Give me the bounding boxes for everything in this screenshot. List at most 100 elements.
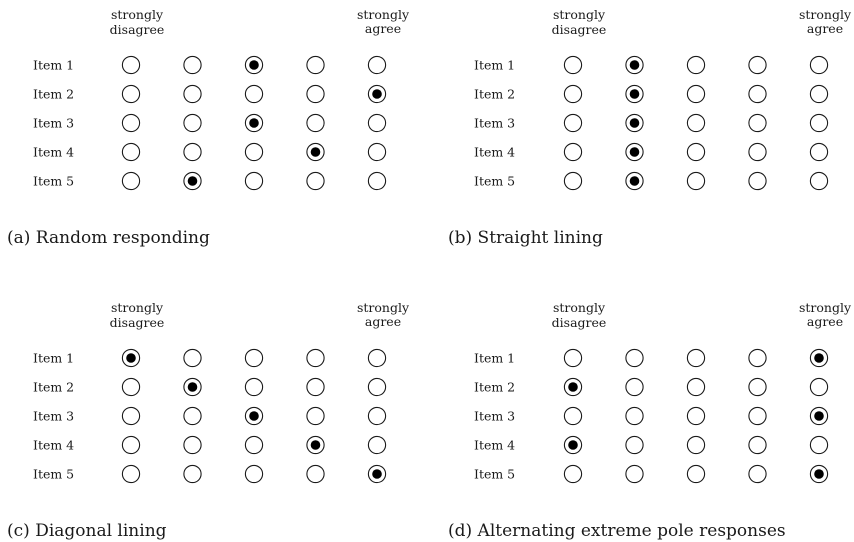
radio-button — [306, 113, 325, 133]
radio-ring — [563, 142, 583, 162]
radio-button — [306, 406, 325, 426]
radio-dot — [814, 469, 824, 479]
radio-ring — [183, 84, 202, 104]
radio-ring — [686, 406, 706, 426]
radio-button — [306, 84, 325, 104]
panel-b: strongly disagree strongly agree Item 1 Item … — [448, 7, 852, 248]
panel-caption: (b) Straight lining — [448, 228, 603, 248]
radio-button — [183, 464, 202, 484]
radio-button-selected — [809, 464, 829, 484]
radio-ring — [306, 406, 325, 426]
radio-button — [563, 171, 583, 191]
radio-button — [244, 464, 264, 484]
radio-button-selected — [809, 348, 829, 368]
radio-ring — [563, 348, 583, 368]
panel-caption: (a) Random responding — [7, 228, 210, 248]
radio-button — [183, 348, 202, 368]
radio-button — [183, 55, 202, 75]
radio-button — [183, 406, 202, 426]
radio-button — [686, 142, 706, 162]
item-label: Item 2 — [474, 380, 515, 395]
item-label: Item 5 — [474, 174, 515, 189]
radio-button — [367, 348, 387, 368]
radio-ring — [244, 464, 264, 484]
radio-button — [306, 55, 325, 75]
radio-dot — [568, 382, 578, 392]
item-label: Item 3 — [33, 409, 74, 424]
radio-ring — [809, 435, 829, 455]
radio-dot — [372, 89, 382, 99]
radio-ring — [306, 84, 325, 104]
radio-button — [748, 142, 767, 162]
radio-button — [563, 55, 583, 75]
radio-button — [563, 113, 583, 133]
radio-ring — [367, 113, 387, 133]
item-row: Item 1 — [33, 348, 387, 368]
radio-ring — [809, 55, 829, 75]
panel-c: strongly disagree strongly agree Item 1 Item … — [7, 300, 410, 541]
radio-ring — [625, 377, 644, 397]
radio-ring — [244, 171, 264, 191]
radio-ring — [244, 348, 264, 368]
radio-button — [121, 55, 141, 75]
radio-button — [244, 348, 264, 368]
radio-ring — [748, 377, 767, 397]
radio-button — [121, 435, 141, 455]
radio-button-selected — [563, 377, 583, 397]
radio-ring — [244, 142, 264, 162]
radio-button-selected — [625, 171, 644, 191]
scale-label-left: strongly disagree — [552, 300, 607, 330]
item-row: Item 4 — [33, 435, 387, 455]
radio-ring — [306, 464, 325, 484]
radio-ring — [686, 435, 706, 455]
radio-button-selected — [625, 55, 644, 75]
radio-ring — [121, 55, 141, 75]
radio-ring — [121, 464, 141, 484]
item-row: Item 2 — [474, 84, 829, 104]
radio-button-selected — [367, 84, 387, 104]
item-row: Item 2 — [474, 377, 829, 397]
radio-button-selected — [625, 142, 644, 162]
radio-dot — [629, 60, 640, 70]
radio-ring — [183, 348, 202, 368]
radio-ring — [244, 377, 264, 397]
radio-dot — [629, 118, 640, 128]
radio-dot — [568, 440, 578, 450]
radio-button — [625, 377, 644, 397]
radio-ring — [563, 464, 583, 484]
radio-button — [121, 406, 141, 426]
radio-ring — [563, 113, 583, 133]
radio-ring — [183, 113, 202, 133]
item-label: Item 4 — [474, 145, 515, 160]
radio-ring — [306, 377, 325, 397]
radio-button — [748, 464, 767, 484]
radio-button-selected — [809, 406, 829, 426]
radio-button — [121, 84, 141, 104]
radio-button — [367, 142, 387, 162]
radio-button — [563, 142, 583, 162]
radio-button — [686, 84, 706, 104]
radio-button — [367, 377, 387, 397]
radio-dot — [629, 147, 640, 157]
radio-button — [748, 113, 767, 133]
radio-button — [563, 464, 583, 484]
radio-button — [748, 348, 767, 368]
radio-button — [121, 142, 141, 162]
radio-button — [748, 55, 767, 75]
radio-dot — [814, 353, 824, 363]
item-row: Item 4 — [474, 142, 829, 162]
radio-ring — [244, 435, 264, 455]
radio-ring — [809, 377, 829, 397]
radio-button — [686, 113, 706, 133]
radio-button — [748, 406, 767, 426]
radio-button — [686, 435, 706, 455]
radio-ring — [686, 348, 706, 368]
radio-button — [625, 406, 644, 426]
radio-button-selected — [625, 84, 644, 104]
radio-ring — [183, 435, 202, 455]
item-row: Item 4 — [474, 435, 829, 455]
radio-button — [244, 171, 264, 191]
radio-ring — [563, 171, 583, 191]
item-row: Item 5 — [474, 464, 829, 484]
scale-label-right: strongly agree — [799, 7, 852, 36]
